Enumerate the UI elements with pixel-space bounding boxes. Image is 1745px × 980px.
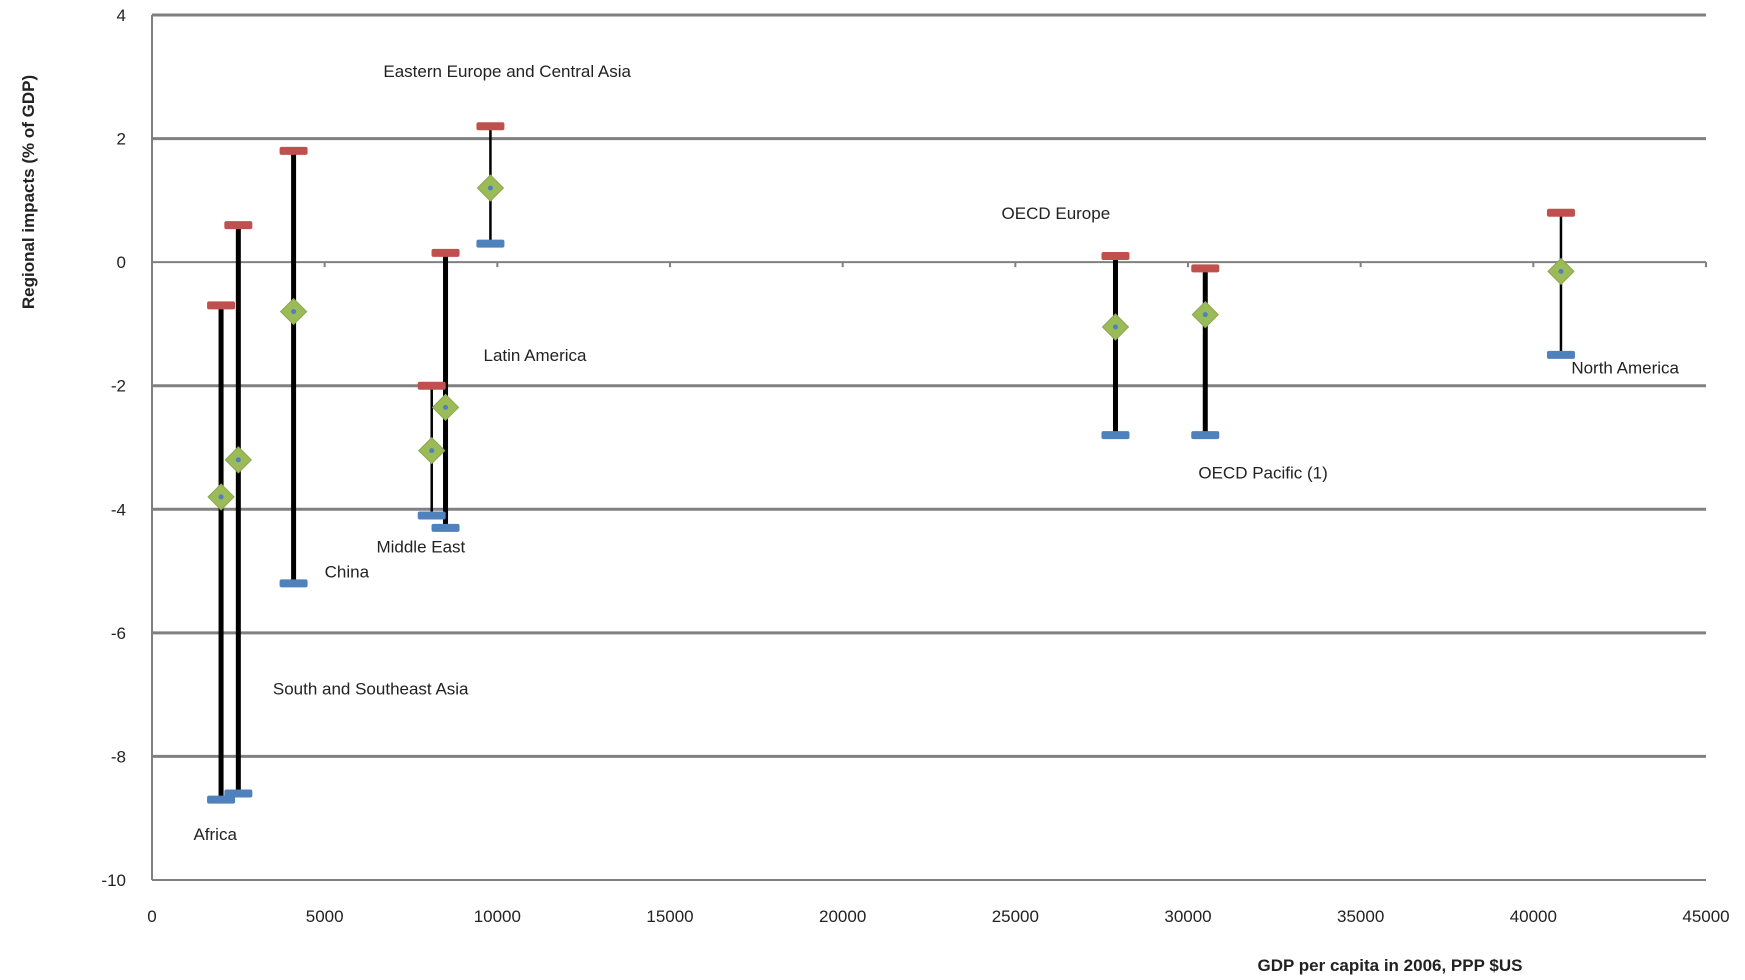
- range-bars: [218, 126, 1563, 800]
- x-tick-label: 0: [147, 907, 156, 926]
- central-estimate-dot: [291, 309, 297, 315]
- lower-cap-marker: [1191, 431, 1220, 440]
- upper-cap-marker: [207, 301, 236, 310]
- x-tick-label: 5000: [306, 907, 344, 926]
- upper-cap-marker: [476, 122, 505, 131]
- central-estimate-dot: [1558, 268, 1564, 274]
- data-markers: [207, 122, 1575, 804]
- y-tick-label: -6: [111, 624, 126, 643]
- central-estimate-dot: [218, 494, 224, 500]
- central-estimate-dot: [1112, 324, 1118, 330]
- x-tick-label: 25000: [992, 907, 1039, 926]
- upper-cap-marker: [1101, 251, 1130, 260]
- x-tick-label: 45000: [1682, 907, 1729, 926]
- lower-cap-marker: [476, 239, 505, 248]
- lower-cap-marker: [279, 579, 308, 588]
- central-estimate-dot: [487, 185, 493, 191]
- upper-cap-marker: [279, 146, 308, 155]
- x-axis-title: GDP per capita in 2006, PPP $US: [1258, 956, 1523, 975]
- y-tick-label: 4: [117, 6, 126, 25]
- x-tick-label: 15000: [646, 907, 693, 926]
- x-tick-label: 10000: [474, 907, 521, 926]
- upper-cap-marker: [1546, 208, 1575, 217]
- lower-cap-marker: [224, 789, 253, 798]
- y-tick-label: 2: [117, 130, 126, 149]
- y-tick-label: -10: [101, 871, 126, 890]
- lower-cap-marker: [1546, 350, 1575, 359]
- region-label: Eastern Europe and Central Asia: [383, 62, 631, 81]
- region-label: North America: [1571, 358, 1679, 377]
- lower-cap-marker: [431, 523, 460, 532]
- upper-cap-marker: [417, 381, 446, 390]
- gridlines: [152, 13, 1706, 881]
- upper-cap-marker: [224, 221, 253, 230]
- region-label: Africa: [193, 825, 237, 844]
- lower-cap-marker: [1101, 431, 1130, 440]
- y-tick-label: -2: [111, 377, 126, 396]
- region-label: OECD Pacific (1): [1198, 463, 1327, 482]
- central-estimate-dot: [235, 457, 241, 463]
- region-label: Middle East: [376, 538, 465, 557]
- x-tick-label: 35000: [1337, 907, 1384, 926]
- lower-cap-marker: [207, 795, 236, 804]
- y-tick-label: 0: [117, 253, 126, 272]
- y-axis-title: Regional impacts (% of GDP): [19, 75, 38, 309]
- region-label: China: [325, 562, 370, 581]
- upper-cap-marker: [431, 248, 460, 257]
- region-labels: Eastern Europe and Central Asia OECD Euro…: [193, 62, 1679, 844]
- x-tick-label: 30000: [1164, 907, 1211, 926]
- x-tick-label: 40000: [1510, 907, 1557, 926]
- central-estimate-dot: [443, 404, 449, 410]
- x-tick-label: 20000: [819, 907, 866, 926]
- y-tick-label: -4: [111, 500, 126, 519]
- region-label: Latin America: [484, 346, 588, 365]
- region-label: South and Southeast Asia: [273, 680, 469, 699]
- central-estimate-dot: [1202, 312, 1208, 318]
- upper-cap-marker: [1191, 264, 1220, 273]
- y-tick-label: -8: [111, 747, 126, 766]
- region-label: OECD Europe: [1002, 204, 1111, 223]
- lower-cap-marker: [417, 511, 446, 520]
- axes: 4 2 0 -2 -4 -6 -8 -10 0 5000 10000 15000 20000 25000 3…: [101, 6, 1729, 926]
- central-estimate-dot: [429, 448, 435, 454]
